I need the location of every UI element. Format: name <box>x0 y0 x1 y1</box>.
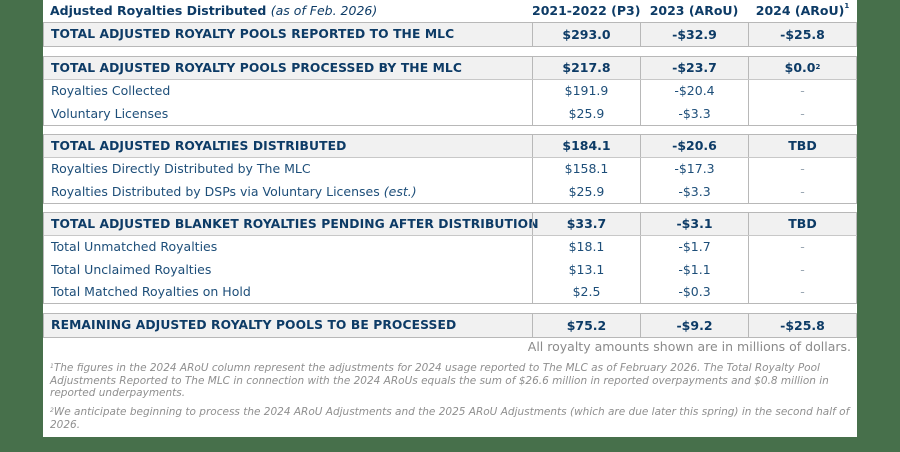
cell-2023: -$20.4 <box>640 79 748 102</box>
row-label: TOTAL ADJUSTED ROYALTY POOLS PROCESSED B… <box>51 60 462 75</box>
table-title-note: (as of Feb. 2026) <box>270 2 378 18</box>
cell-2021-2022: $33.7 <box>532 213 640 235</box>
footnote-marker: 2 <box>815 62 821 71</box>
cell-2021-2022: $158.1 <box>532 157 640 180</box>
cell-2024: - <box>748 79 857 102</box>
units-note: All royalty amounts shown are in million… <box>527 339 851 354</box>
row-label: TOTAL ADJUSTED BLANKET ROYALTIES PENDING… <box>51 216 539 231</box>
footnote-marker: 1 <box>844 1 850 10</box>
footnote-2: 2We anticipate beginning to process the … <box>50 406 850 431</box>
cell-2024: - <box>748 258 857 281</box>
cell-2021-2022: $25.9 <box>532 102 640 125</box>
row-label: Total Unmatched Royalties <box>51 239 218 255</box>
cell-2021-2022: $18.1 <box>532 235 640 258</box>
cell-2021-2022: $2.5 <box>532 280 640 303</box>
footnote-text: The figures in the 2024 ARoU column repr… <box>50 362 829 399</box>
total-row-reported: TOTAL ADJUSTED ROYALTY POOLS REPORTED TO… <box>44 23 857 46</box>
footnote-text: We anticipate beginning to process the 2… <box>50 406 850 431</box>
row-label-text: Royalties Distributed by DSPs via Volunt… <box>51 183 380 199</box>
cell-2024: TBD <box>748 135 857 157</box>
cell-2023: -$20.6 <box>640 135 748 157</box>
column-header-2024-text: 2024 (ARoU) <box>755 2 845 18</box>
table-row: Total Unclaimed Royalties $13.1 -$1.1 - <box>44 258 857 281</box>
footnote-1: 1The figures in the 2024 ARoU column rep… <box>50 362 850 400</box>
cell-2021-2022: $293.0 <box>532 23 640 46</box>
table-group-distributed: TOTAL ADJUSTED ROYALTIES DISTRIBUTED $18… <box>43 134 857 204</box>
cell-2023: -$32.9 <box>640 23 748 46</box>
row-label: TOTAL ADJUSTED ROYALTY POOLS REPORTED TO… <box>51 27 455 42</box>
total-row-pending: TOTAL ADJUSTED BLANKET ROYALTIES PENDING… <box>44 213 857 236</box>
footnote-marker: 1 <box>50 363 54 370</box>
column-header-2021-2022: 2021-2022 (P3) <box>532 2 641 18</box>
royalties-table-panel: Adjusted Royalties Distributed (as of Fe… <box>43 0 857 437</box>
cell-2021-2022: $184.1 <box>532 135 640 157</box>
cell-2023: -$3.3 <box>640 180 748 203</box>
cell-2024: - <box>748 157 857 180</box>
table-header: Adjusted Royalties Distributed (as of Fe… <box>43 0 857 20</box>
table-group-pending: TOTAL ADJUSTED BLANKET ROYALTIES PENDING… <box>43 212 857 304</box>
cell-2024: - <box>748 180 857 203</box>
row-label: Royalties Collected <box>51 83 171 99</box>
cell-2021-2022: $191.9 <box>532 79 640 102</box>
cell-2021-2022: $25.9 <box>532 180 640 203</box>
table-title-text: Adjusted Royalties Distributed <box>50 2 267 18</box>
row-label: REMAINING ADJUSTED ROYALTY POOLS TO BE P… <box>51 318 457 333</box>
table-group-remaining: REMAINING ADJUSTED ROYALTY POOLS TO BE P… <box>43 313 857 338</box>
cell-2023: -$0.3 <box>640 280 748 303</box>
cell-2021-2022: $13.1 <box>532 258 640 281</box>
cell-2023: -$1.7 <box>640 235 748 258</box>
table-row: Voluntary Licenses $25.9 -$3.3 - <box>44 102 857 125</box>
row-label: Total Matched Royalties on Hold <box>51 284 251 300</box>
cell-2023: -$3.1 <box>640 213 748 235</box>
row-label: Total Unclaimed Royalties <box>51 261 212 277</box>
cell-2024: $0.0 2 <box>748 57 857 79</box>
row-label: TOTAL ADJUSTED ROYALTIES DISTRIBUTED <box>51 138 347 153</box>
row-label: Royalties Directly Distributed by The ML… <box>51 161 311 177</box>
table-row: Total Unmatched Royalties $18.1 -$1.7 - <box>44 235 857 258</box>
cell-2021-2022: $75.2 <box>532 314 640 337</box>
cell-2024-text: $0.0 <box>784 60 816 76</box>
row-label: Voluntary Licenses <box>51 105 169 121</box>
table-row: Royalties Directly Distributed by The ML… <box>44 157 857 180</box>
table-row: Royalties Collected $191.9 -$20.4 - <box>44 79 857 102</box>
row-label: Royalties Distributed by DSPs via Volunt… <box>44 184 532 199</box>
cell-2024: - <box>748 235 857 258</box>
cell-2023: -$9.2 <box>640 314 748 337</box>
cell-2023: -$3.3 <box>640 102 748 125</box>
footnote-marker: 2 <box>50 407 54 414</box>
total-row-remaining: REMAINING ADJUSTED ROYALTY POOLS TO BE P… <box>44 314 857 337</box>
column-header-2023: 2023 (ARoU) <box>649 2 739 18</box>
table-title: Adjusted Royalties Distributed (as of Fe… <box>43 3 532 18</box>
column-header-2024: 2024 (ARoU)1 <box>748 1 857 18</box>
table-group-reported: TOTAL ADJUSTED ROYALTY POOLS REPORTED TO… <box>43 22 857 47</box>
cell-2024: -$25.8 <box>748 23 857 46</box>
cell-2023: -$1.1 <box>640 258 748 281</box>
total-row-distributed: TOTAL ADJUSTED ROYALTIES DISTRIBUTED $18… <box>44 135 857 158</box>
cell-2024: - <box>748 102 857 125</box>
cell-2023: -$17.3 <box>640 157 748 180</box>
table-group-processed: TOTAL ADJUSTED ROYALTY POOLS PROCESSED B… <box>43 56 857 126</box>
cell-2024: -$25.8 <box>748 314 857 337</box>
row-label-note: (est.) <box>383 183 417 199</box>
cell-2024: TBD <box>748 213 857 235</box>
cell-2021-2022: $217.8 <box>532 57 640 79</box>
table-row: Total Matched Royalties on Hold $2.5 -$0… <box>44 280 857 303</box>
cell-2024: - <box>748 280 857 303</box>
cell-2023: -$23.7 <box>640 57 748 79</box>
table-row: Royalties Distributed by DSPs via Volunt… <box>44 180 857 203</box>
total-row-processed: TOTAL ADJUSTED ROYALTY POOLS PROCESSED B… <box>44 57 857 80</box>
